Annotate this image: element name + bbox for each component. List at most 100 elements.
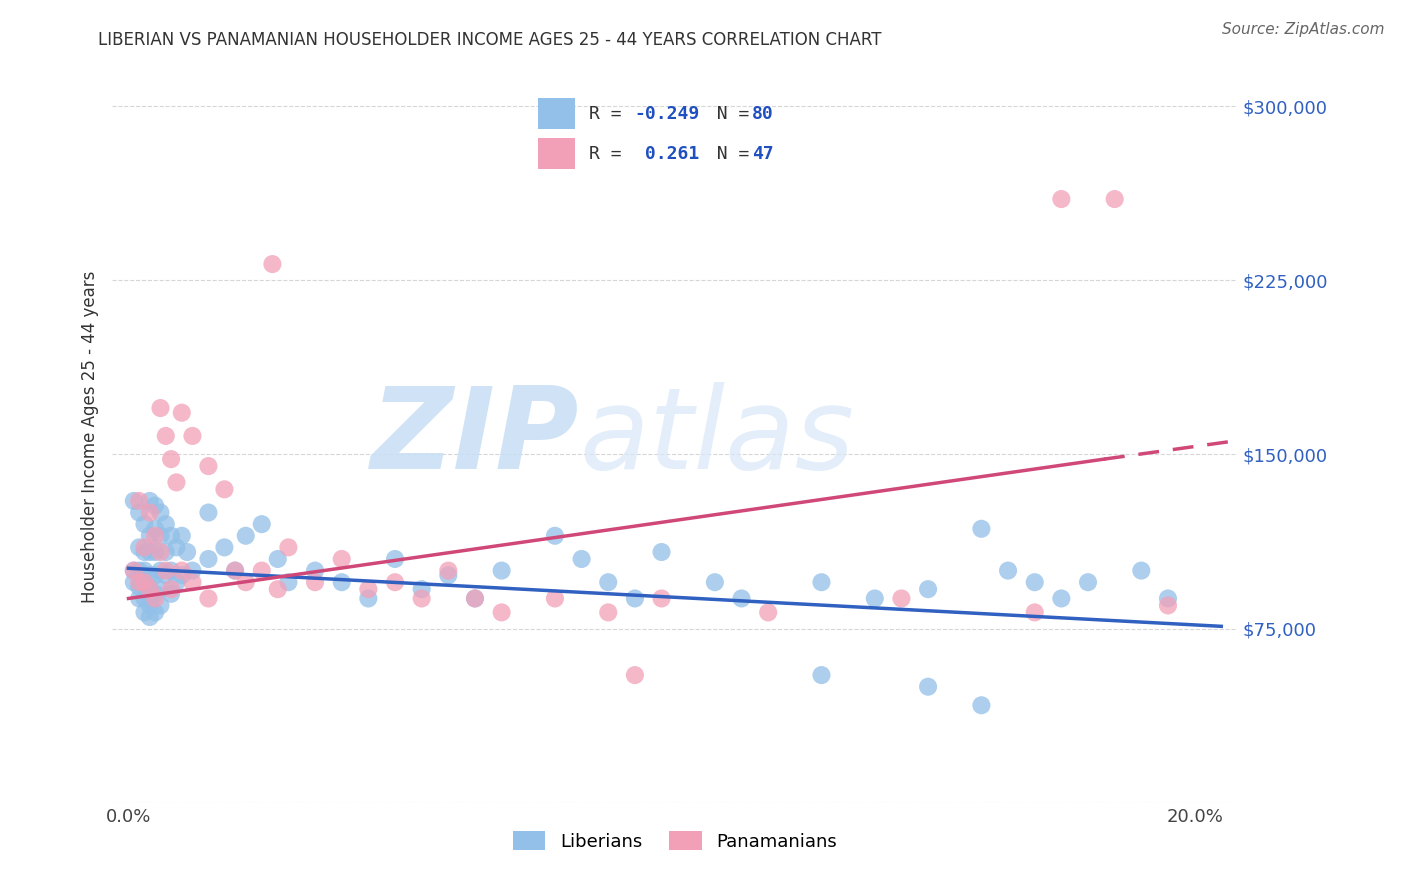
Point xyxy=(624,668,647,682)
Point xyxy=(304,564,326,578)
Point xyxy=(160,452,183,467)
Text: 47: 47 xyxy=(752,145,773,163)
Point xyxy=(1077,575,1099,590)
Point xyxy=(128,506,150,520)
Point xyxy=(128,564,150,578)
Point xyxy=(491,564,513,578)
Point xyxy=(139,599,162,613)
Point xyxy=(165,575,187,590)
Point xyxy=(214,541,236,555)
Point xyxy=(128,541,150,555)
Point xyxy=(197,552,219,566)
Point xyxy=(134,517,156,532)
Point xyxy=(143,591,166,606)
Point xyxy=(139,568,162,582)
Point xyxy=(134,606,156,620)
Point xyxy=(491,606,513,620)
Point xyxy=(170,568,193,582)
Point xyxy=(384,552,406,566)
FancyBboxPatch shape xyxy=(538,98,575,129)
Point xyxy=(267,582,290,597)
Point xyxy=(250,564,273,578)
Point xyxy=(181,564,204,578)
Point xyxy=(139,494,162,508)
Point xyxy=(1130,564,1153,578)
Point xyxy=(155,545,177,559)
Text: atlas: atlas xyxy=(579,382,855,492)
Point xyxy=(128,494,150,508)
Point xyxy=(149,545,172,559)
Point xyxy=(277,541,299,555)
Point xyxy=(155,429,177,443)
Point xyxy=(149,401,172,415)
Point xyxy=(128,591,150,606)
Point xyxy=(155,517,177,532)
Point xyxy=(160,529,183,543)
Point xyxy=(1104,192,1126,206)
Point xyxy=(149,506,172,520)
Point xyxy=(176,545,198,559)
Point xyxy=(134,545,156,559)
Point xyxy=(970,522,993,536)
Point xyxy=(149,582,172,597)
Point xyxy=(756,606,779,620)
Point xyxy=(197,459,219,474)
Legend: Liberians, Panamanians: Liberians, Panamanians xyxy=(503,822,846,860)
Point xyxy=(863,591,886,606)
Point xyxy=(139,529,162,543)
FancyBboxPatch shape xyxy=(538,138,575,169)
Point xyxy=(149,529,172,543)
Point xyxy=(571,552,593,566)
Point xyxy=(703,575,725,590)
Point xyxy=(598,575,620,590)
Point xyxy=(1024,606,1046,620)
Point xyxy=(143,545,166,559)
Point xyxy=(250,517,273,532)
Point xyxy=(544,591,567,606)
Point xyxy=(411,582,433,597)
Point xyxy=(304,575,326,590)
Point xyxy=(464,591,486,606)
Point xyxy=(810,575,832,590)
Point xyxy=(224,564,246,578)
Point xyxy=(155,564,177,578)
Point xyxy=(917,582,939,597)
Point xyxy=(357,582,380,597)
Point xyxy=(139,582,162,597)
Point xyxy=(357,591,380,606)
Point xyxy=(155,568,177,582)
Text: N =: N = xyxy=(695,145,759,163)
Point xyxy=(170,406,193,420)
Text: -0.249: -0.249 xyxy=(634,104,699,123)
Point xyxy=(1024,575,1046,590)
Point xyxy=(139,506,162,520)
Point xyxy=(970,698,993,713)
Point xyxy=(197,506,219,520)
Point xyxy=(624,591,647,606)
Point xyxy=(143,529,166,543)
Point xyxy=(128,580,150,594)
Point xyxy=(810,668,832,682)
Point xyxy=(160,582,183,597)
Point xyxy=(134,575,156,590)
Point xyxy=(235,575,257,590)
Point xyxy=(544,529,567,543)
Point xyxy=(651,545,673,559)
Point xyxy=(330,552,353,566)
Point xyxy=(437,564,460,578)
Point xyxy=(122,564,145,578)
Point xyxy=(139,610,162,624)
Point xyxy=(730,591,752,606)
Point xyxy=(143,499,166,513)
Point xyxy=(1050,192,1073,206)
Point xyxy=(598,606,620,620)
Point xyxy=(267,552,290,566)
Point xyxy=(134,541,156,555)
Point xyxy=(1050,591,1073,606)
Point xyxy=(890,591,912,606)
Text: ZIP: ZIP xyxy=(371,382,579,492)
Point xyxy=(651,591,673,606)
Point xyxy=(122,494,145,508)
Point xyxy=(181,575,204,590)
Point xyxy=(122,564,145,578)
